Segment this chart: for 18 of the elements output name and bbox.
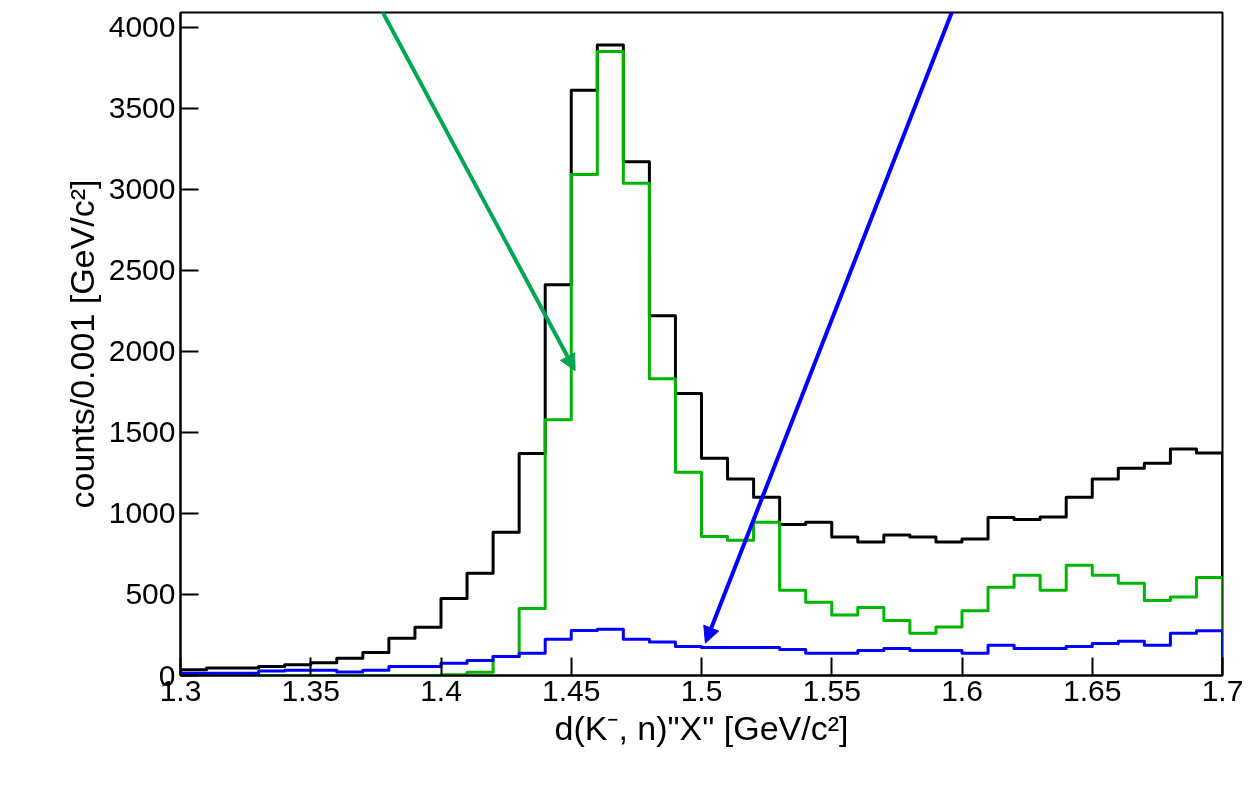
y-axis-title: counts/0.001 [GeV/c²]: [62, 179, 101, 509]
x-axis-title: d(K⁻, n)"X" [GeV/c²]: [554, 708, 849, 747]
x-tick-label: 1.45: [542, 673, 601, 707]
y-tick-label: 3000: [108, 172, 176, 206]
y-tick-label: 2000: [108, 334, 176, 368]
x-tick-label: 1.65: [1063, 673, 1122, 707]
x-tick-label: 1.5: [680, 673, 723, 707]
y-tick-label: 1000: [108, 496, 176, 530]
y-tick-label: 500: [125, 577, 176, 611]
y-tick-label: 2500: [108, 253, 176, 287]
x-tick-label: 1.55: [802, 673, 861, 707]
y-tick-label: 3500: [108, 91, 176, 125]
x-tick-label: 1.4: [420, 673, 462, 707]
x-tick-label: 1.35: [281, 673, 340, 707]
y-tick-label: 1500: [108, 415, 176, 449]
x-tick-label: 1.7: [1201, 673, 1244, 707]
x-tick-label: 1.6: [941, 673, 983, 707]
y-tick-label: 4000: [108, 10, 176, 44]
